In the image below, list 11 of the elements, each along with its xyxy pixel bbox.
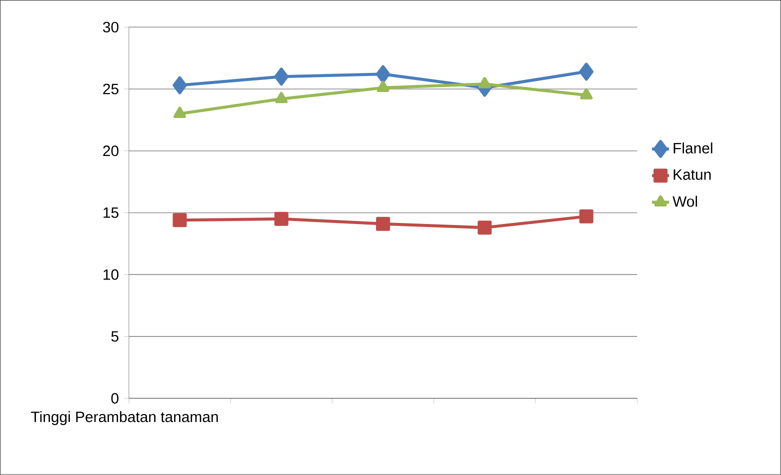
y-tick-label: 0 — [111, 393, 118, 404]
legend-label: Katun — [674, 169, 711, 180]
y-tick-label: 10 — [104, 269, 118, 280]
x-axis-title: Tinggi Perambatan tanaman — [31, 411, 218, 426]
y-tick-label: 15 — [104, 208, 118, 218]
y-tick-label: 30 — [102, 22, 118, 32]
legend-label: Flanel — [674, 142, 712, 154]
y-tick-label: 25 — [103, 84, 118, 94]
legend-label: Wol — [672, 196, 698, 207]
y-tick-label: 5 — [111, 331, 118, 342]
y-tick-label: 20 — [103, 146, 118, 156]
